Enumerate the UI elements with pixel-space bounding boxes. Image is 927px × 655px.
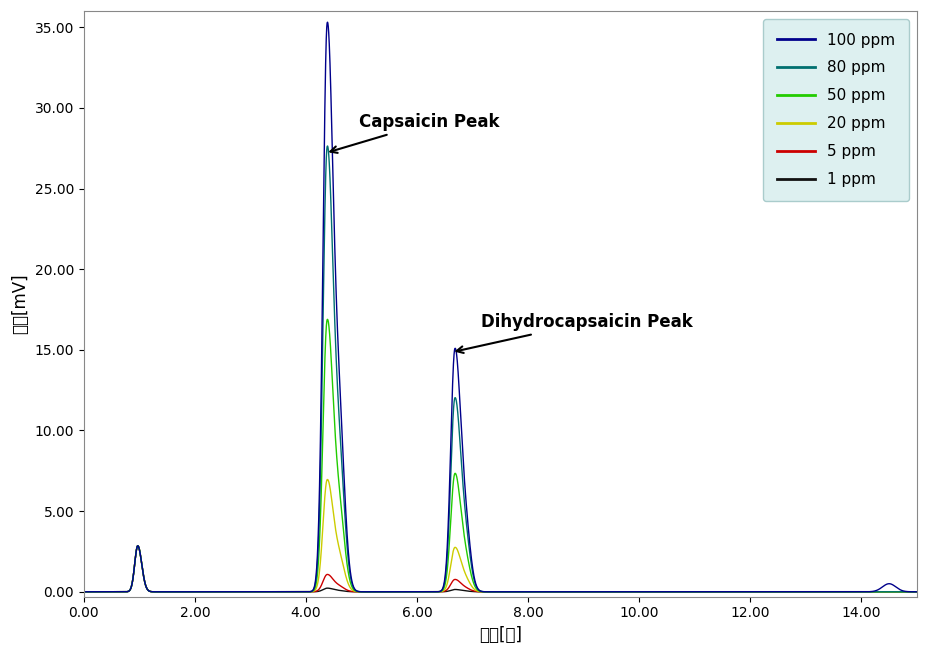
5 ppm [78,588,89,595]
100 ppm [824,588,835,595]
5 ppm [609,588,620,595]
1 ppm [910,588,921,595]
Text: Dihydrocapsaicin Peak: Dihydrocapsaicin Peak [456,313,692,353]
Legend: 100 ppm, 80 ppm, 50 ppm, 20 ppm, 5 ppm, 1 ppm: 100 ppm, 80 ppm, 50 ppm, 20 ppm, 5 ppm, … [762,19,908,201]
100 ppm [899,588,910,595]
1 ppm [78,588,89,595]
20 ppm [801,588,812,595]
80 ppm [674,588,685,595]
20 ppm [674,588,685,595]
X-axis label: 시간[분]: 시간[분] [478,626,521,644]
80 ppm [78,588,89,595]
100 ppm [801,588,812,595]
Line: 20 ppm: 20 ppm [83,479,916,591]
50 ppm [322,316,333,324]
80 ppm [452,417,464,425]
20 ppm [910,588,921,595]
20 ppm [899,588,910,595]
80 ppm [824,588,835,595]
50 ppm [674,588,685,595]
50 ppm [910,588,921,595]
20 ppm [322,476,333,483]
5 ppm [908,588,920,595]
5 ppm [899,588,910,595]
100 ppm [322,18,333,26]
100 ppm [652,588,663,595]
50 ppm [452,484,464,492]
20 ppm [609,588,620,595]
1 ppm [609,588,620,595]
1 ppm [132,542,143,550]
80 ppm [908,588,920,595]
5 ppm [910,588,921,595]
5 ppm [132,542,143,550]
Text: Capsaicin Peak: Capsaicin Peak [330,113,499,153]
20 ppm [908,588,920,595]
100 ppm [452,374,464,382]
80 ppm [801,588,812,595]
5 ppm [674,588,685,595]
50 ppm [908,588,920,595]
1 ppm [899,588,910,595]
1 ppm [908,588,920,595]
50 ppm [801,588,812,595]
Line: 80 ppm: 80 ppm [83,146,916,591]
5 ppm [824,588,835,595]
100 ppm [78,588,89,595]
Line: 1 ppm: 1 ppm [83,546,916,591]
1 ppm [824,588,835,595]
80 ppm [910,588,921,595]
1 ppm [801,588,812,595]
100 ppm [609,588,620,595]
50 ppm [78,588,89,595]
Y-axis label: 전압[mV]: 전압[mV] [11,274,29,334]
50 ppm [899,588,910,595]
Line: 5 ppm: 5 ppm [83,546,916,591]
1 ppm [452,586,464,593]
80 ppm [609,588,620,595]
80 ppm [322,142,333,150]
1 ppm [673,588,684,595]
80 ppm [899,588,910,595]
Line: 100 ppm: 100 ppm [83,22,916,591]
50 ppm [609,588,620,595]
100 ppm [908,588,920,595]
100 ppm [910,588,921,595]
50 ppm [824,588,835,595]
5 ppm [801,588,812,595]
5 ppm [452,577,464,585]
20 ppm [78,588,89,595]
Line: 50 ppm: 50 ppm [83,320,916,591]
20 ppm [452,549,464,557]
20 ppm [824,588,835,595]
